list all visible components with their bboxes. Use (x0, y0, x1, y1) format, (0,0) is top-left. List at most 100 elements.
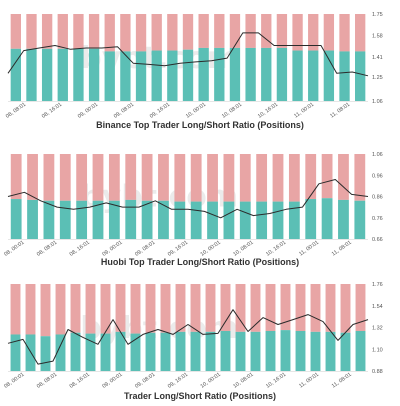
long-bar (235, 331, 246, 371)
short-bar (10, 154, 22, 200)
long-bar (26, 48, 37, 101)
x-tick-label: 08, 16:01 (69, 240, 91, 258)
long-bar (261, 47, 272, 101)
short-bar (339, 14, 350, 52)
short-bar (10, 284, 21, 335)
x-tick-label: 08, 08:01 (36, 372, 58, 390)
x-tick-label: 09, 08:01 (134, 372, 156, 390)
short-bar (292, 14, 303, 51)
short-bar (205, 284, 216, 332)
long-bar (272, 201, 284, 239)
x-tick-label: 08, 00:01 (3, 240, 25, 258)
x-tick-label: 10, 00:01 (185, 102, 207, 120)
short-bar (73, 14, 84, 49)
short-bar (325, 284, 336, 332)
x-tick-label: 11, 00:01 (298, 240, 320, 258)
x-tick-label: 10, 16:01 (265, 372, 287, 390)
x-tick-label: 10, 08:01 (232, 240, 254, 258)
short-bar (55, 284, 66, 335)
long-bar (223, 201, 235, 239)
long-bar (288, 201, 300, 239)
short-bar (235, 284, 246, 332)
long-bar (25, 334, 36, 371)
chart-title-huobi: Huobi Top Trader Long/Short Ratio (Posit… (100, 257, 300, 267)
long-bar (354, 200, 366, 239)
short-bar (338, 154, 349, 200)
long-bar (85, 333, 96, 371)
x-tick-label: 09, 00:01 (101, 372, 123, 390)
x-tick-label: 09, 16:01 (167, 372, 189, 390)
short-bar (190, 284, 201, 332)
long-bar (57, 48, 68, 101)
y-tick-label: 0.66 (372, 237, 383, 243)
short-bar (198, 14, 209, 48)
short-bar (182, 14, 194, 50)
ratio-line-trader (7, 309, 369, 365)
short-bar (239, 154, 251, 202)
long-bar (43, 200, 55, 239)
short-bar (26, 14, 37, 49)
long-bar (340, 332, 351, 371)
x-tick-label: 09, 08:01 (113, 102, 135, 120)
long-bar (220, 330, 231, 371)
long-bar (295, 330, 306, 371)
x-tick-label: 08, 00:01 (3, 372, 25, 390)
x-tick-label: 10, 00:01 (200, 240, 222, 258)
long-bar (256, 201, 268, 239)
short-bar (130, 284, 141, 334)
short-bar (76, 154, 88, 201)
long-bar (151, 50, 162, 101)
short-bar (41, 14, 53, 49)
long-bar (239, 201, 251, 239)
short-bar (85, 284, 96, 334)
long-bar (190, 331, 201, 371)
long-bar (205, 331, 216, 371)
short-bar (323, 14, 335, 51)
long-bar (338, 199, 349, 239)
y-tick-label: 1.76 (372, 282, 383, 288)
long-bar (250, 331, 261, 371)
short-bar (125, 154, 137, 200)
x-tick-label: 08, 16:01 (69, 372, 91, 390)
short-bar (321, 154, 333, 199)
short-bar (40, 284, 51, 337)
long-bar (276, 47, 288, 101)
long-bar (182, 49, 194, 101)
x-tick-label: 11, 08:01 (329, 102, 351, 120)
long-bar (325, 331, 336, 371)
y-tick-label: 1.41 (372, 55, 383, 61)
long-bar (100, 333, 111, 371)
chart-title-binance: Binance Top Trader Long/Short Ratio (Pos… (96, 120, 304, 130)
long-bar (130, 333, 141, 371)
y-tick-label: 1.75 (372, 12, 383, 18)
long-bar (265, 330, 276, 371)
long-bar (190, 201, 202, 239)
short-bar (175, 284, 186, 332)
long-bar (108, 200, 120, 239)
short-bar (354, 154, 366, 201)
long-bar (305, 199, 317, 239)
short-bar (88, 14, 100, 49)
short-bar (256, 154, 268, 202)
short-bar (151, 14, 162, 51)
short-bar (100, 284, 111, 334)
y-tick-label: 0.86 (372, 195, 383, 201)
short-bar (214, 14, 225, 48)
x-tick-label: 10, 16:01 (257, 102, 279, 120)
short-bar (280, 284, 291, 331)
long-bar (207, 201, 218, 239)
x-tick-label: 10, 08:01 (221, 102, 243, 120)
ratio-line-binance (7, 32, 369, 77)
short-bar (207, 154, 218, 202)
short-bar (27, 154, 38, 200)
long-bar (92, 200, 104, 239)
short-bar (160, 284, 171, 333)
chart-title-trader: Trader Long/Short Ratio (Positions) (123, 391, 276, 401)
short-bar (145, 284, 156, 333)
long-bar (355, 330, 366, 371)
long-bar (214, 47, 225, 101)
